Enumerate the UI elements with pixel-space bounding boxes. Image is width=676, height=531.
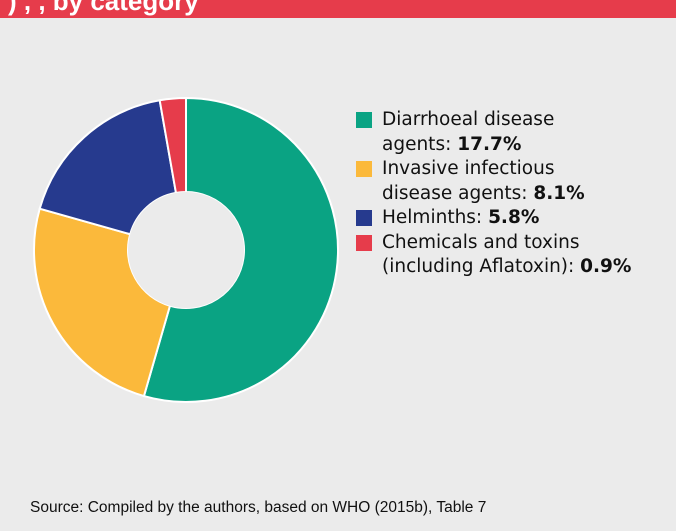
header-title-fragment: ) , , by category [8,0,199,16]
legend-label-helminths-text: Helminths: [382,207,489,228]
legend-label-diarrhoeal-text: agents: [382,133,458,155]
legend-label-invasive-text: disease agents: [382,182,534,204]
legend-label-diarrhoeal-line2: agents: 17.7% [382,133,666,158]
legend-swatch-chemicals [356,234,372,251]
legend-label-helminths-line: Helminths: 5.8% [382,206,666,231]
legend-value-helminths: 5.8% [488,207,540,228]
legend-label-invasive-line1: Invasive infectious [382,158,555,179]
legend-label-invasive-line2: disease agents: 8.1% [382,182,666,207]
legend-item-helminths: Helminths: 5.8% [356,206,666,231]
legend-value-invasive: 8.1% [533,182,585,204]
legend-label-diarrhoeal-line1: Diarrhoeal disease [382,109,555,130]
legend-swatch-invasive [356,161,372,177]
legend-label-chemicals-text: (including Aflatoxin): [382,256,581,277]
chart-legend: Diarrhoeal disease agents: 17.7% Invasiv… [356,108,666,280]
legend-swatch-diarrhoeal [356,112,372,128]
legend-item-chemicals: Chemicals and toxins (including Aflatoxi… [356,231,666,280]
header-banner: ) , , by category [0,0,676,18]
legend-label-chemicals-line2: (including Aflatoxin): 0.9% [382,255,666,280]
legend-value-diarrhoeal: 17.7% [457,133,522,155]
donut-hole [128,192,244,308]
legend-swatch-helminths [356,210,372,226]
legend-value-chemicals: 0.9% [580,256,632,277]
legend-item-invasive: Invasive infectious disease agents: 8.1% [356,157,666,206]
legend-item-diarrhoeal: Diarrhoeal disease agents: 17.7% [356,108,666,157]
source-note: Source: Compiled by the authors, based o… [30,499,487,516]
legend-label-chemicals-line1: Chemicals and toxins [382,231,580,253]
